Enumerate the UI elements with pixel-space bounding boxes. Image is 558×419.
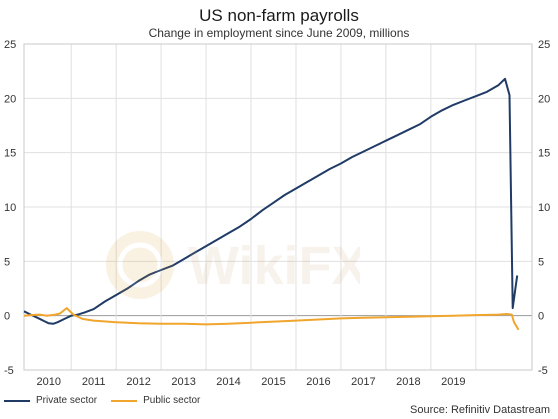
y-tick-label-left: 20 (4, 93, 16, 105)
x-tick-label: 2012 (126, 376, 150, 388)
y-tick-label-right: 25 (538, 39, 550, 51)
x-tick-label: 2017 (351, 376, 375, 388)
x-tick-label: 2013 (171, 376, 195, 388)
legend-item-private: Private sector (4, 395, 97, 406)
y-tick-label-right: 5 (538, 256, 544, 268)
x-tick-label: 2016 (306, 376, 330, 388)
chart-subtitle: Change in employment since June 2009, mi… (148, 26, 410, 40)
legend-label-private: Private sector (36, 395, 98, 406)
legend-swatch-private (4, 399, 30, 402)
legend-item-public: Public sector (111, 395, 200, 406)
source-note: Source: Refinitiv Datastream (410, 404, 550, 416)
y-tick-label-left: 0 (4, 311, 10, 323)
chart-title: US non-farm payrolls (199, 6, 359, 25)
y-tick-label-right: 10 (538, 202, 550, 214)
series-line-public (23, 307, 520, 331)
y-tick-label-left: 15 (4, 148, 16, 160)
y-tick-label-right: 20 (538, 93, 550, 105)
plot-frame (23, 43, 533, 371)
x-tick-label: 2010 (36, 376, 60, 388)
y-tick-label-left: -5 (4, 365, 14, 377)
x-tick-label: 2015 (261, 376, 285, 388)
y-tick-label-right: 0 (538, 311, 544, 323)
y-tick-label-left: 5 (4, 256, 10, 268)
legend-swatch-public (111, 399, 138, 402)
y-tick-label-left: 25 (4, 39, 16, 51)
series-layer (23, 77, 520, 331)
y-tick-label-right: -5 (538, 365, 548, 377)
axes (23, 43, 533, 371)
x-tick-label: 2011 (82, 376, 106, 388)
x-tick-label: 2018 (396, 376, 420, 388)
x-tick-label: 2019 (441, 376, 465, 388)
legend-label-public: Public sector (143, 395, 201, 406)
series-line-private (23, 77, 519, 325)
x-tick-label: 2014 (216, 376, 240, 388)
y-tick-label-left: 10 (4, 202, 16, 214)
tick-labels: -5 -5 0 0 5 5 10 10 15 15 20 20 25 25 2010 2011 2012 2013… (4, 39, 550, 388)
legend: Private sector Public sector (4, 395, 214, 406)
y-tick-label-right: 15 (538, 148, 550, 160)
